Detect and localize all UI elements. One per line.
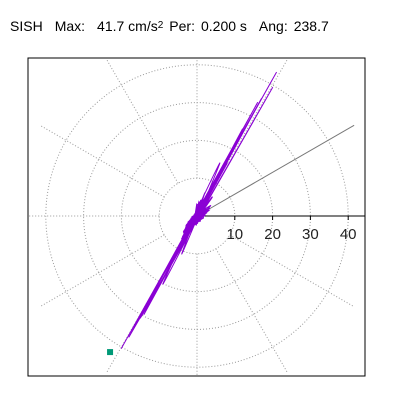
grid-spoke-210 [39, 234, 165, 308]
end-markers [107, 349, 114, 356]
radial-tick-label-10: 10 [226, 226, 243, 243]
trace-central-cluster [181, 199, 212, 238]
grid-spoke-300 [215, 248, 289, 374]
station-name: SISH [10, 18, 43, 34]
grid-spoke-120 [105, 58, 179, 184]
max-unit-exponent: 2 [157, 20, 164, 31]
motion-traces [120, 71, 277, 349]
period-value: 0.200 s [200, 18, 247, 34]
reference-angle-line [196, 124, 355, 217]
max-label: Max: [54, 18, 86, 34]
radial-tick-label-30: 30 [302, 226, 319, 243]
angle-label: Ang: [258, 18, 288, 34]
grid-spoke-150 [39, 124, 165, 198]
angle-value: 238.7 [293, 18, 329, 34]
plot-frame [27, 57, 366, 377]
max-value: 41.7 cm/s [97, 18, 158, 34]
chart-header: SISH Max: 41.7 cm/s2 Per: 0.200 s Ang: 238.7 [10, 18, 329, 37]
grid-spoke-330 [229, 234, 355, 308]
radial-tick-label-20: 20 [264, 226, 281, 243]
end-point-marker [107, 349, 114, 356]
radial-axis: 10 20 30 40 [197, 215, 365, 243]
radial-tick-label-40: 40 [340, 226, 357, 243]
period-label: Per: [169, 18, 195, 34]
